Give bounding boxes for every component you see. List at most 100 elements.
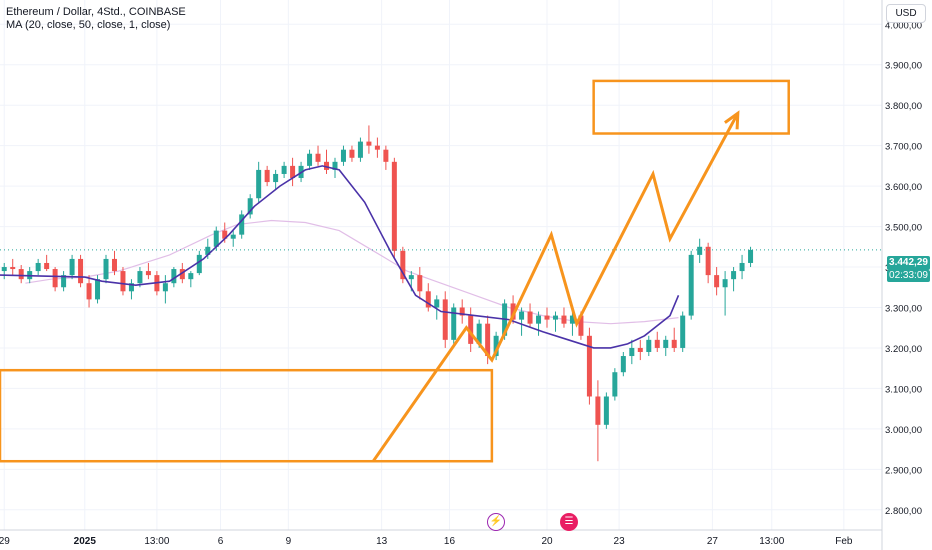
zone-box <box>592 79 790 135</box>
candle-body <box>620 356 626 373</box>
candle-body <box>536 315 542 324</box>
candle-body <box>493 335 499 357</box>
candle-body <box>434 299 440 308</box>
candle-body <box>459 307 465 316</box>
lightning-icon[interactable]: ⚡ <box>487 513 505 531</box>
time-tick-label: 27 <box>707 536 719 547</box>
price-tick-label: 3.300,00 <box>885 303 922 314</box>
candle-body <box>561 315 567 324</box>
price-tick-label: 3.000,00 <box>885 425 922 436</box>
candles <box>1 125 754 462</box>
candle-body <box>1 267 7 272</box>
price-tick-label: 3.600,00 <box>885 182 922 193</box>
candle-body <box>417 275 423 292</box>
grid-lines <box>0 0 882 530</box>
candle-body <box>374 145 380 150</box>
candle-body <box>612 372 618 397</box>
candle-body <box>603 396 609 425</box>
candle-body <box>61 275 67 288</box>
zone-box <box>0 368 494 463</box>
candle-body <box>646 339 652 352</box>
time-tick-label: 6 <box>218 536 224 547</box>
price-tick-label: 2.900,00 <box>885 465 922 476</box>
candle-body <box>230 234 236 239</box>
candle-body <box>476 323 482 344</box>
candle-body <box>552 315 558 320</box>
ma20-line <box>0 165 680 349</box>
time-tick-label: 2025 <box>74 536 97 547</box>
candle-body <box>671 339 677 348</box>
candle-body <box>332 161 338 170</box>
candle-body <box>442 299 448 340</box>
candle-body <box>35 262 41 272</box>
candle-body <box>510 303 516 320</box>
candle-body <box>307 153 313 166</box>
currency-button[interactable]: USD <box>886 4 926 23</box>
candle-body <box>680 315 686 348</box>
candle-body <box>95 279 101 300</box>
candle-body <box>705 246 711 276</box>
candle-body <box>519 311 525 320</box>
candle-body <box>196 254 202 274</box>
time-tick-label: 20 <box>541 536 553 547</box>
last-price-label: 3.442,29 <box>887 256 930 270</box>
candle-body <box>349 149 355 158</box>
time-tick-label: 13:00 <box>759 536 784 547</box>
candle-body <box>391 161 397 251</box>
candle-body <box>425 291 431 308</box>
candle-body <box>468 315 474 344</box>
candle-body <box>103 258 109 280</box>
time-tick-label: 29 <box>0 536 10 547</box>
candle-countdown: 02:33:09 <box>887 270 930 282</box>
price-tick-label: 4.000,00 <box>885 20 922 31</box>
candle-body <box>595 396 601 425</box>
candle-body <box>748 249 754 263</box>
candle-body <box>629 347 635 357</box>
indicator-legend: MA (20, close, 50, close, 1, close) <box>6 19 171 31</box>
candle-body <box>544 315 550 320</box>
candle-body <box>120 271 126 292</box>
candle-body <box>188 273 194 280</box>
candle-body <box>86 283 92 300</box>
time-tick-label: Feb <box>835 536 853 547</box>
candle-body <box>52 269 58 288</box>
candle-body <box>10 267 16 270</box>
candle-body <box>315 153 321 162</box>
candle-body <box>256 169 262 199</box>
candle-body <box>128 283 134 292</box>
price-tick-label: 2.800,00 <box>885 506 922 517</box>
candle-body <box>357 141 363 158</box>
candle-body <box>731 271 737 280</box>
candle-body <box>44 262 50 270</box>
candle-body <box>290 165 296 179</box>
candle-body <box>340 149 346 162</box>
time-tick-label: 23 <box>614 536 626 547</box>
candle-body <box>247 198 253 215</box>
time-tick-label: 13 <box>376 536 388 547</box>
candle-body <box>366 141 372 146</box>
candle-body <box>383 149 389 162</box>
candle-body <box>408 275 414 280</box>
candle-body <box>205 246 211 255</box>
price-tick-label: 3.900,00 <box>885 61 922 72</box>
candle-body <box>273 173 279 183</box>
us-flag-icon[interactable]: ☰ <box>560 513 578 531</box>
candle-body <box>485 323 491 357</box>
price-tick-label: 3.700,00 <box>885 142 922 153</box>
price-tick-label: 3.500,00 <box>885 223 922 234</box>
candle-body <box>239 214 245 235</box>
time-tick-label: 16 <box>444 536 456 547</box>
candle-body <box>654 339 660 348</box>
projection-path <box>371 112 740 463</box>
candle-body <box>569 315 575 324</box>
candle-body <box>145 271 151 276</box>
candle-body <box>714 275 720 288</box>
price-tick-label: 3.100,00 <box>885 384 922 395</box>
annotations <box>0 79 882 463</box>
candle-body <box>137 271 143 284</box>
candle-body <box>69 258 75 276</box>
candle-body <box>697 246 703 255</box>
candle-body <box>722 279 728 288</box>
candle-body <box>78 258 84 284</box>
